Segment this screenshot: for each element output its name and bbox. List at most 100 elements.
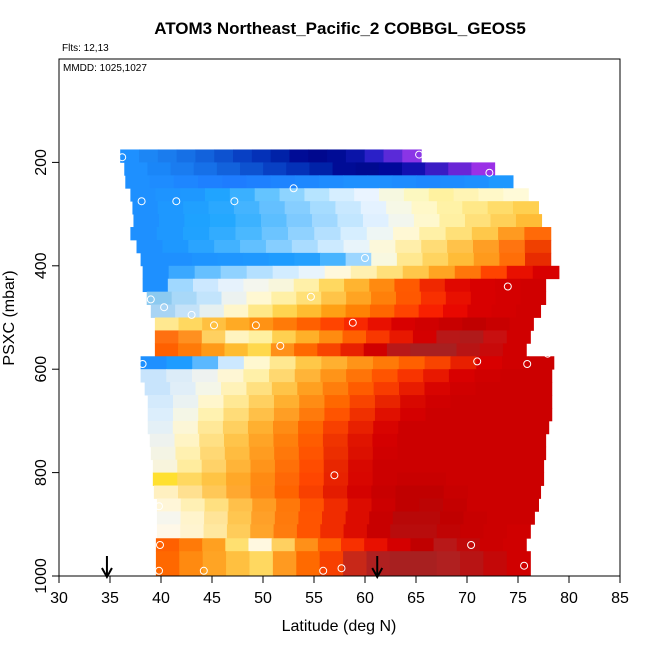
heatmap-cell	[222, 420, 249, 435]
observation-point	[129, 285, 138, 294]
heatmap-cell	[200, 446, 226, 461]
heatmap-cell	[226, 472, 252, 486]
heatmap-cell	[392, 511, 417, 525]
heatmap-cell	[263, 162, 287, 176]
heatmap-cell	[199, 433, 225, 448]
heatmap-cell	[350, 265, 378, 280]
heatmap-cell	[319, 551, 344, 577]
heatmap-cell	[447, 239, 474, 254]
heatmap-cell	[436, 201, 463, 215]
heatmap-cell	[196, 291, 223, 305]
heatmap-cell	[424, 382, 451, 396]
heatmap-cell	[197, 175, 223, 189]
heatmap-cell	[332, 162, 357, 176]
heatmap-cell	[448, 369, 476, 383]
heatmap-cell	[399, 382, 426, 396]
heatmap-cell	[225, 317, 251, 331]
heatmap-cell	[340, 343, 365, 357]
heatmap-cell	[273, 407, 300, 422]
heatmap-cell	[191, 369, 219, 383]
heatmap-cell	[532, 265, 560, 280]
heatmap-cell	[397, 433, 423, 448]
heatmap-cell	[193, 162, 218, 176]
x-tick-label: 80	[560, 590, 578, 607]
heatmap-cell	[386, 343, 411, 357]
heatmap-cell	[250, 485, 276, 499]
heatmap-cell	[154, 330, 179, 344]
heatmap-cell	[166, 252, 193, 267]
heatmap-cell	[140, 252, 167, 267]
heatmap-cell	[271, 291, 297, 305]
heatmap-cell	[410, 538, 435, 552]
heatmap-cell	[133, 214, 160, 228]
y-tick-label: 1000	[33, 558, 50, 594]
heatmap-cell	[209, 227, 237, 241]
heatmap-cell	[483, 551, 508, 577]
heatmap-cell	[226, 551, 251, 577]
heatmap-cell	[371, 369, 399, 383]
heatmap-cell	[299, 472, 325, 486]
heatmap-cell	[473, 252, 500, 267]
heatmap-cell	[363, 343, 388, 357]
heatmap-cell	[287, 227, 315, 241]
heatmap-cell	[450, 395, 477, 409]
heatmap-cell	[204, 188, 231, 202]
heatmap-cell	[249, 317, 274, 331]
heatmap-cell	[345, 511, 370, 525]
observation-point	[146, 295, 155, 304]
heatmap-cell	[410, 343, 434, 357]
heatmap-cell	[289, 149, 309, 163]
heatmap-cell	[155, 538, 180, 552]
heatmap-cell	[401, 162, 426, 176]
heatmap-cell	[162, 239, 189, 254]
heatmap-cell	[355, 162, 380, 176]
heatmap-cell	[424, 356, 452, 370]
heatmap-cell	[154, 317, 180, 331]
heatmap-cell	[296, 551, 321, 577]
heatmap-cell	[149, 175, 175, 189]
heatmap-cell	[506, 551, 531, 577]
observation-point	[276, 341, 285, 350]
observation-point	[251, 321, 260, 330]
heatmap-cell	[202, 538, 226, 552]
heatmap-cell	[436, 551, 461, 577]
date-note: MMDD: 1025,1027	[63, 63, 147, 74]
heatmap-cell	[445, 291, 472, 305]
heatmap-cell	[274, 446, 300, 461]
heatmap-cell	[179, 538, 203, 552]
heatmap-cell	[448, 252, 475, 267]
heatmap-cell	[360, 201, 387, 215]
heatmap-cell	[495, 278, 521, 293]
heatmap-cell	[197, 420, 224, 435]
heatmap-cell	[251, 511, 276, 525]
heatmap-cell	[373, 382, 400, 396]
heatmap-cell	[367, 175, 393, 189]
heatmap-cell	[273, 420, 299, 435]
heatmap-cell	[156, 498, 182, 512]
heatmap-cell	[180, 511, 205, 525]
heatmap-cell	[433, 538, 458, 552]
observation-point	[337, 564, 346, 573]
heatmap-cell	[226, 485, 252, 499]
heatmap-cell	[506, 265, 534, 280]
heatmap-cell	[395, 498, 420, 512]
heatmap-cell	[450, 356, 477, 370]
heatmap-cell	[170, 162, 195, 176]
heatmap-cell	[201, 472, 227, 486]
heatmap-cell	[239, 162, 264, 176]
heatmap-cell	[178, 317, 203, 331]
observation-point	[467, 541, 476, 549]
heatmap-cell	[130, 188, 156, 202]
heatmap-cell	[422, 252, 449, 267]
heatmap-cell	[471, 162, 496, 176]
heatmap-cell	[324, 395, 351, 409]
heatmap-cell	[142, 278, 169, 293]
heatmap-cell	[323, 498, 349, 512]
heatmap-cell	[248, 304, 274, 318]
heatmap-cell	[178, 330, 203, 344]
heatmap-cell	[475, 395, 502, 409]
heatmap-cell	[243, 369, 270, 383]
heatmap-cell	[369, 239, 396, 254]
heatmap-cell	[273, 524, 298, 539]
heatmap-cell	[421, 239, 448, 254]
